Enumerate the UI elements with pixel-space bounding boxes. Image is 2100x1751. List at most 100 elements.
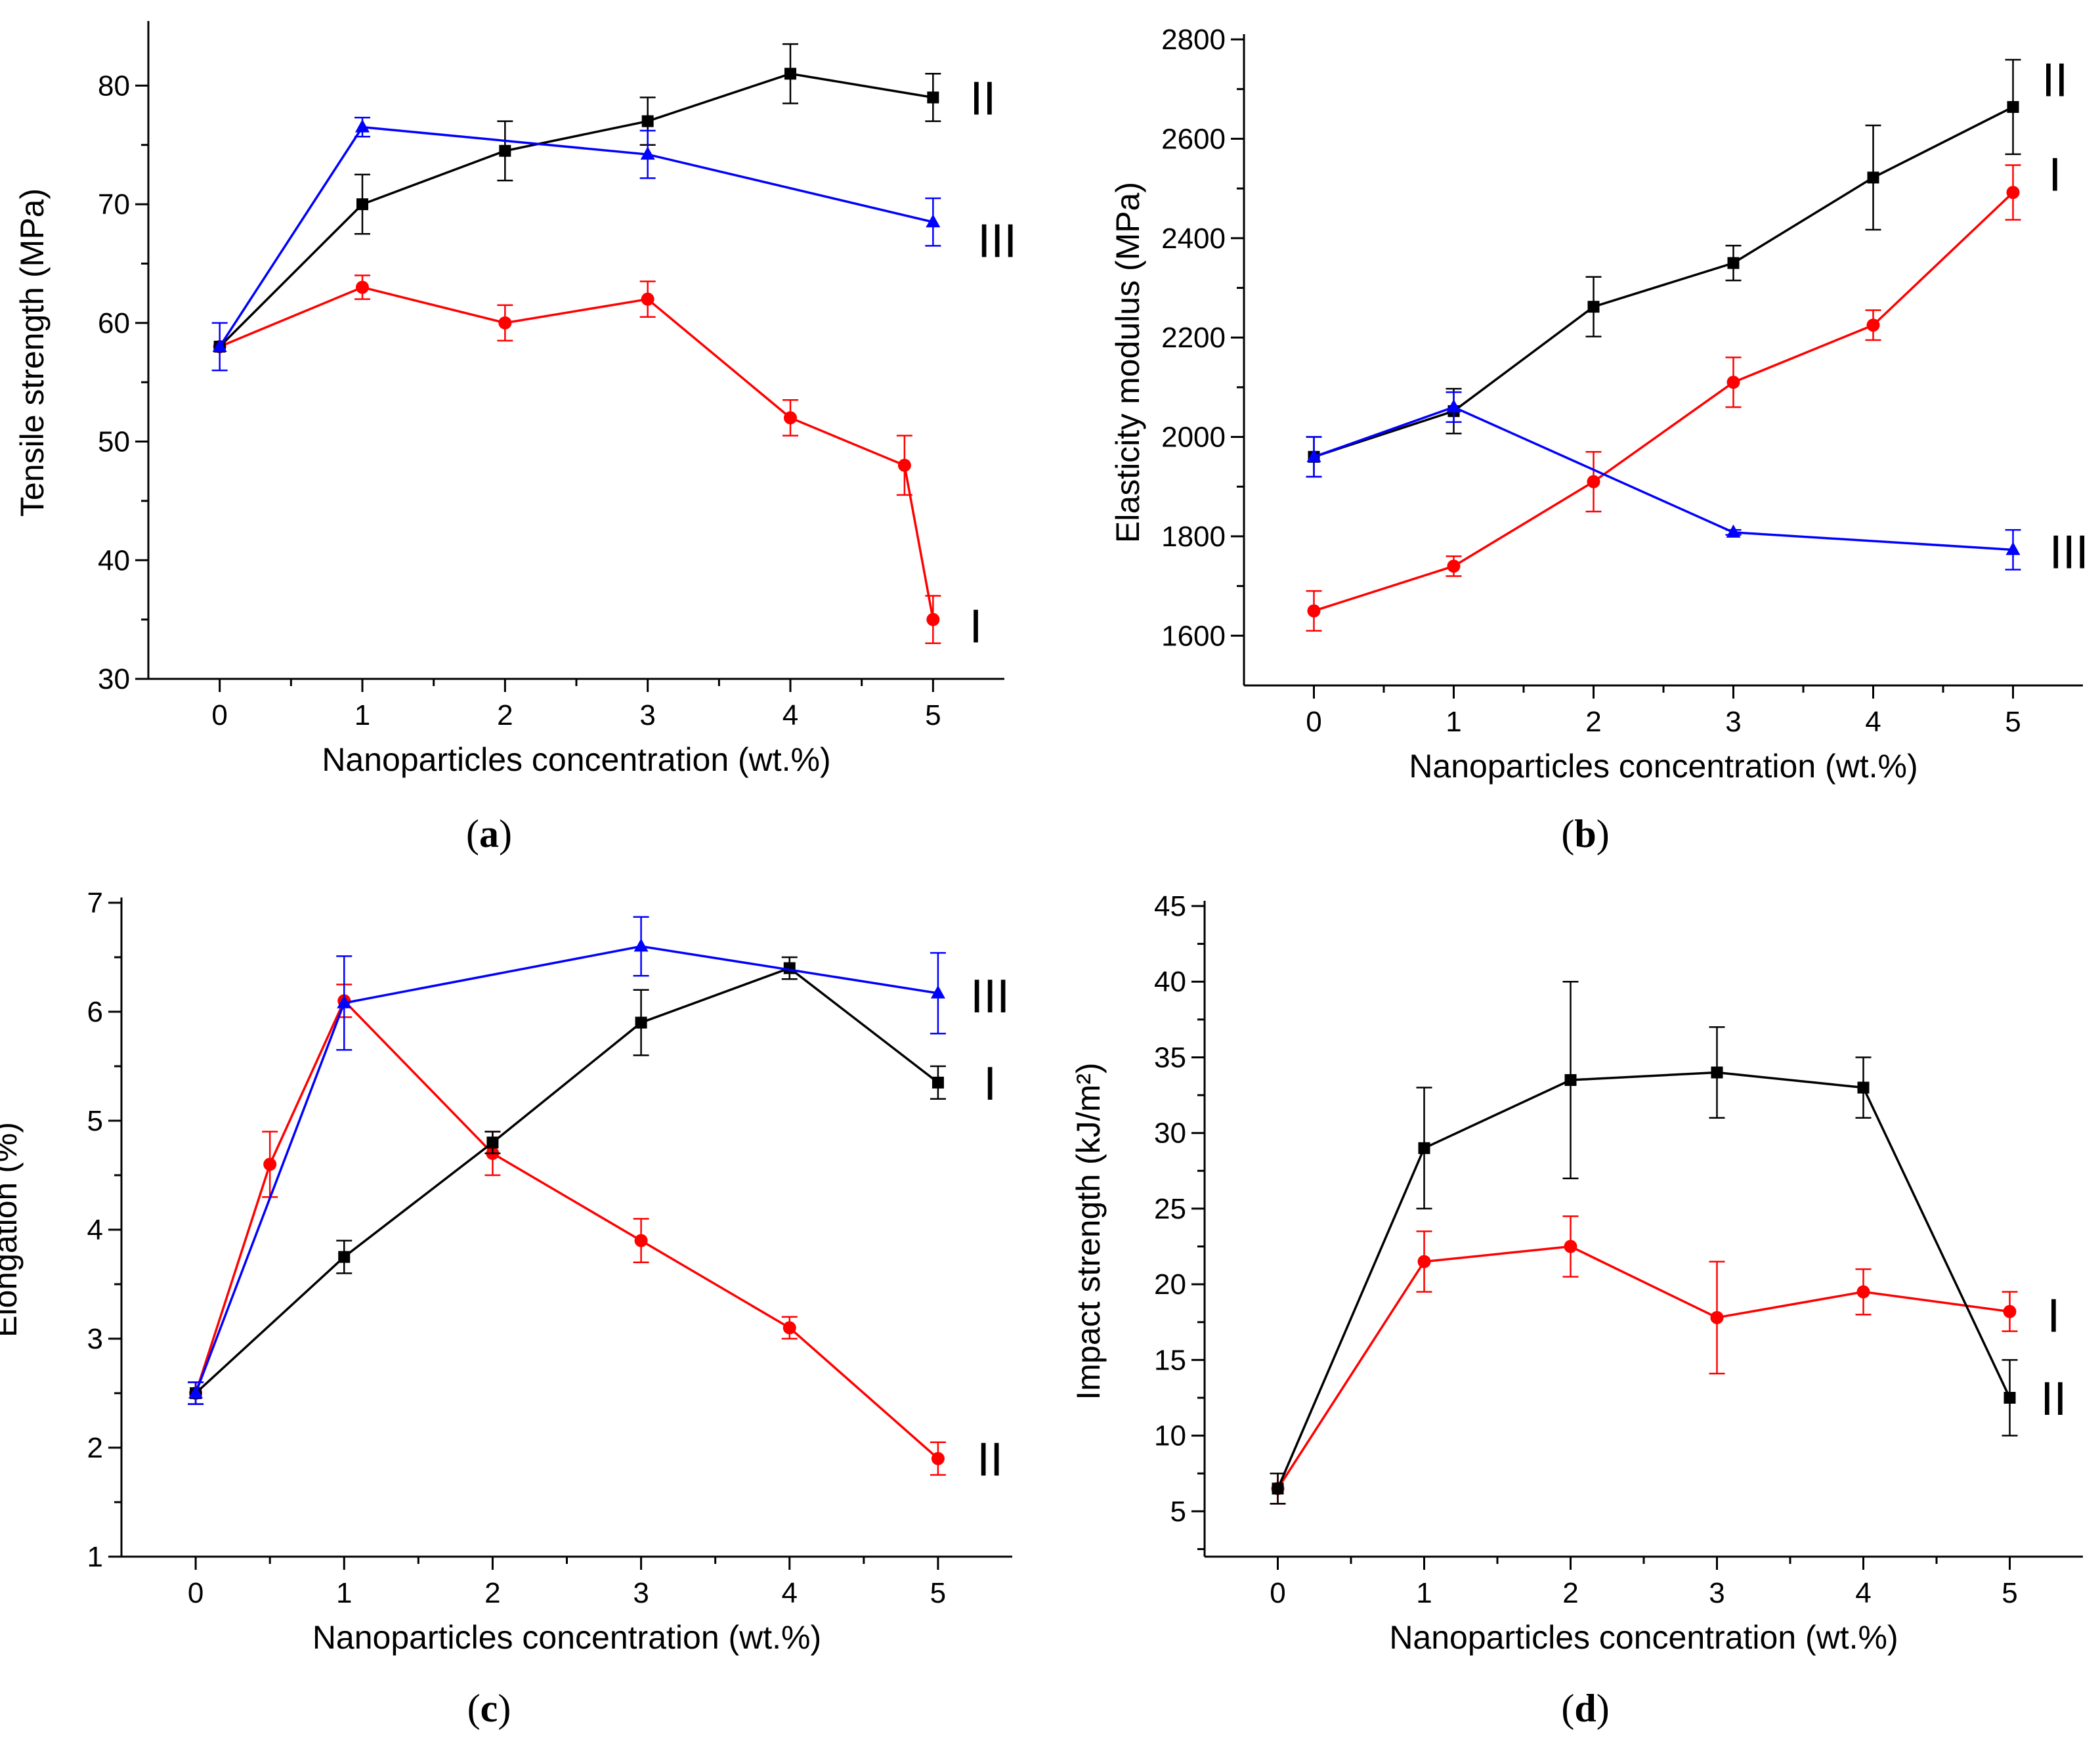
data-point: [1587, 475, 1600, 488]
series-line: [219, 125, 933, 347]
x-tick-label: 1: [354, 699, 370, 731]
y-tick-label: 2200: [1161, 322, 1226, 354]
panel-caption: (b): [1561, 812, 1609, 855]
y-tick-label: 30: [1154, 1117, 1186, 1150]
caption-paren-close: ): [1596, 812, 1610, 855]
y-tick-label: 15: [1154, 1344, 1186, 1376]
data-point: [1857, 1081, 1870, 1094]
curve-label: II: [2040, 1373, 2067, 1425]
data-point: [263, 1157, 277, 1171]
x-tick-label: 2: [1562, 1577, 1578, 1609]
y-tick-label: 45: [1154, 890, 1186, 922]
caption-paren-close: ): [1596, 1687, 1610, 1730]
panel-caption: (c): [467, 1687, 511, 1730]
curve-label: I: [2048, 148, 2061, 201]
caption-letter: d: [1574, 1687, 1596, 1730]
x-tick-label: 4: [1855, 1577, 1871, 1609]
data-point: [212, 338, 227, 352]
data-point: [641, 115, 654, 127]
y-axis-label: Impact strength (kJ/m²): [1070, 1063, 1107, 1400]
data-point: [337, 995, 352, 1008]
curve-label: III: [977, 215, 1017, 267]
series-III: [188, 916, 946, 1405]
data-point: [338, 1251, 351, 1263]
curve-label: I: [970, 601, 983, 653]
data-point: [926, 214, 941, 228]
data-point: [784, 68, 796, 80]
y-tick-label: 40: [98, 544, 130, 576]
caption-letter: a: [479, 812, 499, 855]
y-tick-label: 30: [98, 663, 130, 695]
x-tick-label: 1: [336, 1577, 352, 1609]
x-tick-label: 3: [1725, 706, 1741, 738]
data-point: [1272, 1482, 1284, 1495]
data-point: [633, 938, 649, 952]
data-point: [499, 144, 511, 157]
y-tick-label: 5: [1170, 1496, 1186, 1528]
x-tick-label: 3: [639, 699, 655, 731]
x-tick-label: 0: [211, 699, 227, 731]
y-axis-label: Tensile strength (MPa): [14, 188, 51, 517]
y-tick-label: 50: [98, 426, 130, 458]
y-axis-label: Elasticity modulus (MPa): [1109, 182, 1146, 543]
x-tick-label: 4: [782, 699, 798, 731]
x-axis-label: Nanoparticles concentration (wt.%): [1389, 1619, 1898, 1656]
data-point: [1726, 376, 1740, 389]
data-point: [1727, 257, 1740, 269]
data-point: [641, 292, 654, 306]
data-point: [1710, 1310, 1724, 1324]
curve-label: I: [983, 1058, 996, 1110]
data-point: [1867, 171, 1879, 184]
data-point: [356, 198, 368, 211]
data-point: [1418, 1142, 1430, 1154]
data-point: [784, 411, 797, 425]
curve-label: III: [970, 970, 1010, 1023]
series-line: [219, 72, 933, 348]
data-point: [2004, 1392, 2016, 1404]
y-tick-label: 40: [1154, 966, 1186, 998]
data-point: [1417, 1255, 1431, 1268]
caption-paren-open: (: [1561, 812, 1574, 855]
x-tick-label: 2: [484, 1577, 500, 1609]
series-line: [1313, 191, 2014, 613]
caption-letter: c: [481, 1687, 498, 1730]
caption-letter: b: [1574, 812, 1596, 855]
y-tick-label: 70: [98, 188, 130, 221]
data-point: [1866, 318, 1880, 332]
y-tick-label: 2: [87, 1432, 103, 1464]
y-tick-label: 10: [1154, 1420, 1186, 1452]
x-tick-label: 0: [188, 1577, 204, 1609]
y-tick-label: 2600: [1161, 123, 1226, 155]
x-tick-label: 4: [782, 1577, 798, 1609]
x-tick-label: 3: [633, 1577, 649, 1609]
chart-panel-a: 0 1 2 3 4 5 30 40 50 60 70 80 Nanoparticles concentr…: [14, 21, 1017, 855]
curve-label: III: [2049, 527, 2089, 579]
data-point: [1587, 301, 1600, 313]
data-point: [356, 280, 369, 294]
y-tick-label: 1600: [1161, 620, 1226, 652]
x-tick-label: 5: [2002, 1577, 2017, 1609]
series-I: [1306, 164, 2021, 632]
data-point: [635, 1016, 647, 1029]
y-tick-label: 2800: [1161, 24, 1226, 56]
x-axis-label: Nanoparticles concentration (wt.%): [1409, 748, 1918, 785]
series-I: [188, 956, 946, 1405]
y-tick-label: 80: [98, 70, 130, 102]
series-III: [1306, 391, 2021, 571]
series-line: [194, 966, 939, 1394]
data-point: [1711, 1066, 1723, 1079]
x-tick-label: 0: [1306, 706, 1321, 738]
data-point: [640, 146, 655, 160]
data-point: [1564, 1240, 1577, 1253]
caption-paren-open: (: [467, 1687, 481, 1730]
series-line: [1313, 406, 2013, 551]
chart-panel-b: 0 1 2 3 4 5 1600 1800 2000 2200 2400 2600 2800 Nanopa…: [1109, 24, 2089, 855]
data-point: [2007, 100, 2019, 113]
data-point: [1307, 604, 1321, 618]
data-point: [931, 1452, 945, 1465]
y-tick-label: 2400: [1161, 223, 1226, 255]
data-point: [2003, 1305, 2017, 1318]
x-axis-label: Nanoparticles concentration (wt.%): [322, 741, 830, 778]
series-line: [1277, 1245, 2010, 1490]
